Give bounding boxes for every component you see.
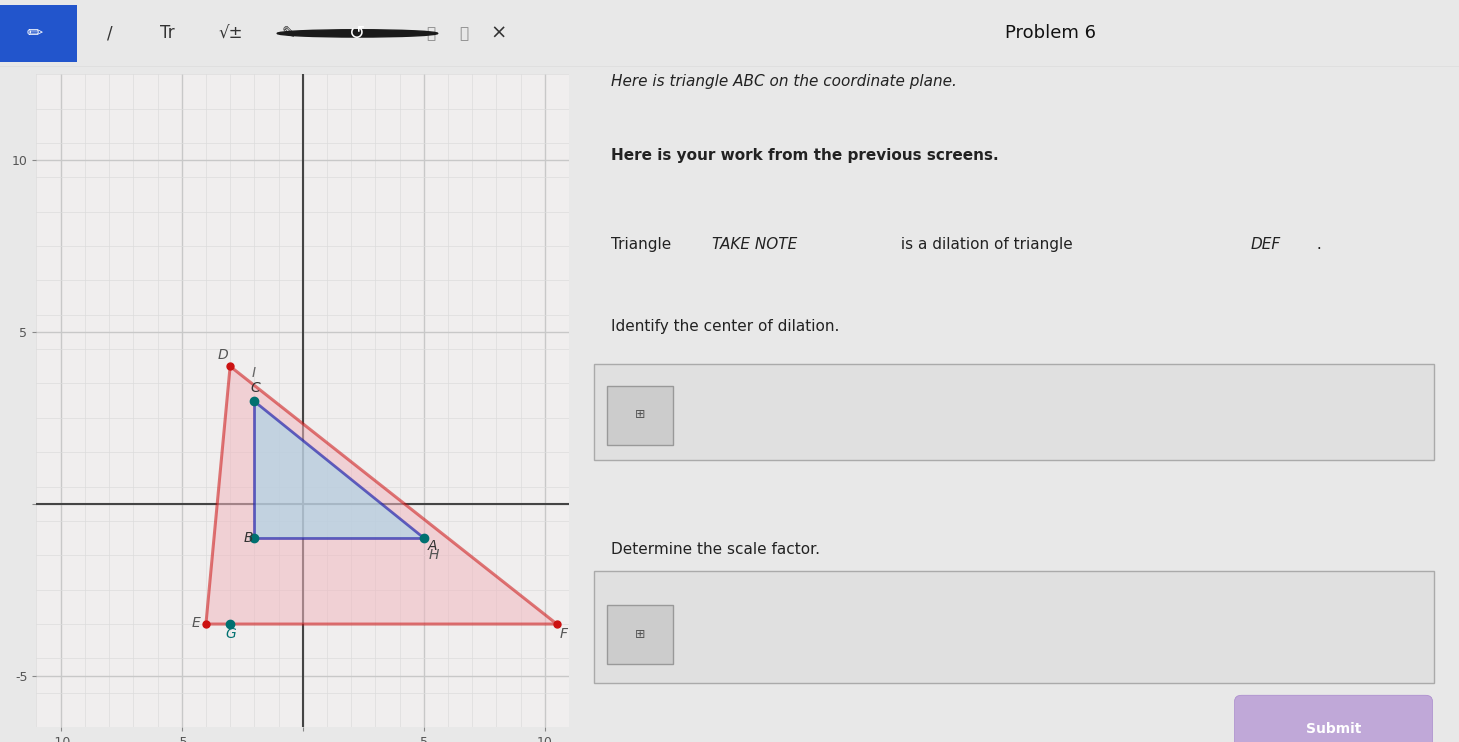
Text: Here is your work from the previous screens.: Here is your work from the previous scre… (611, 148, 999, 163)
Text: ⌒: ⌒ (426, 26, 435, 41)
Text: Triangle: Triangle (611, 237, 677, 252)
Text: is a dilation of triangle: is a dilation of triangle (896, 237, 1077, 252)
FancyBboxPatch shape (594, 364, 1434, 460)
FancyBboxPatch shape (0, 4, 77, 62)
Text: Submit: Submit (1306, 722, 1361, 735)
FancyBboxPatch shape (607, 386, 673, 445)
Text: Problem 6: Problem 6 (1005, 24, 1096, 42)
FancyBboxPatch shape (594, 571, 1434, 683)
Text: D: D (217, 349, 229, 362)
Circle shape (277, 30, 438, 37)
Text: √±: √± (219, 24, 242, 42)
Text: I: I (252, 366, 255, 380)
Text: ✏: ✏ (26, 24, 44, 43)
Text: ▾: ▾ (394, 27, 400, 40)
Polygon shape (206, 367, 557, 624)
Text: ⊞: ⊞ (635, 628, 645, 641)
Text: ⌒: ⌒ (460, 26, 468, 41)
Text: Here is triangle ABC on the coordinate plane.: Here is triangle ABC on the coordinate p… (611, 74, 957, 89)
Text: ↺: ↺ (349, 24, 366, 43)
Text: .: . (1312, 237, 1322, 252)
Text: H: H (429, 548, 439, 562)
Text: E: E (191, 617, 200, 631)
Text: F: F (559, 627, 568, 641)
Text: Identify the center of dilation.: Identify the center of dilation. (611, 319, 840, 334)
FancyBboxPatch shape (1234, 695, 1433, 742)
Text: /: / (107, 24, 112, 42)
Text: TAKE NOTE: TAKE NOTE (712, 237, 797, 252)
Text: B: B (244, 531, 252, 545)
Polygon shape (254, 401, 423, 538)
Text: ✎: ✎ (282, 24, 296, 42)
Text: C: C (251, 381, 261, 395)
FancyBboxPatch shape (607, 605, 673, 664)
Text: ⊞: ⊞ (635, 407, 645, 421)
Text: Tr: Tr (160, 24, 175, 42)
Text: DEF: DEF (1250, 237, 1281, 252)
Text: G: G (225, 627, 236, 641)
Text: ×: × (490, 24, 508, 43)
Text: A: A (427, 539, 436, 554)
Text: Determine the scale factor.: Determine the scale factor. (611, 542, 820, 556)
